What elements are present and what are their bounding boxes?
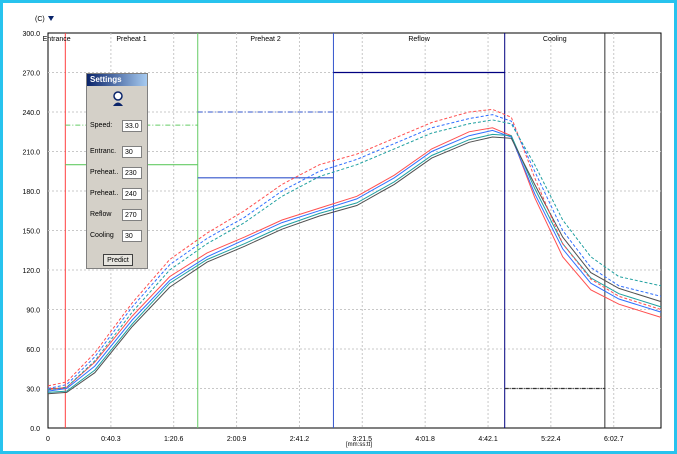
y-tick-label: 150.0 (22, 229, 40, 236)
x-tick-label: 1:20.6 (164, 436, 184, 443)
y-tick-label: 90.0 (26, 308, 40, 315)
zone-label: Reflow (408, 36, 430, 43)
temperature-series-1 (47, 127, 662, 391)
temperature-series-5 (47, 108, 662, 387)
x-tick-label: 0 (46, 436, 50, 443)
zone-label: Preheat 2 (250, 36, 280, 43)
x-tick-label: 4:42.1 (478, 436, 498, 443)
zone-label: Cooling (543, 36, 567, 43)
temperature-series-6 (47, 114, 662, 389)
y-tick-label: 240.0 (22, 110, 40, 117)
entrance-field[interactable]: 30 (122, 146, 142, 158)
temperature-series-3 (47, 133, 662, 393)
reflow-field[interactable]: 270 (122, 209, 142, 221)
y-tick-label: 30.0 (26, 387, 40, 394)
preheat1-label: Preheat.. (90, 169, 119, 176)
temperature-series-4 (47, 136, 662, 395)
x-tick-label: 0:40.3 (101, 436, 121, 443)
y-unit-label: (C) (35, 16, 45, 23)
marker-icon (48, 16, 54, 21)
x-tick-label: 4:01.8 (415, 436, 435, 443)
cooling-field[interactable]: 30 (122, 230, 142, 242)
y-tick-label: 300.0 (22, 31, 40, 38)
speed-field[interactable]: 33.0 (122, 120, 142, 132)
temperature-series-7 (47, 119, 662, 391)
x-tick-label: 5:22.4 (541, 436, 561, 443)
temperature-profile-chart: 0.0 30.0 60.0 90.0 120.0 150.0 180.0 210.0 240.0… (22, 16, 662, 448)
y-tick-label: 120.0 (22, 268, 40, 275)
preheat1-row: Preheat.. 230 (89, 167, 147, 181)
reflow-label: Reflow (90, 211, 112, 218)
zone-label: Entrance (43, 36, 71, 43)
reflow-row: Reflow 270 (89, 209, 147, 223)
y-tick-label: 0.0 (30, 426, 40, 433)
predict-button[interactable]: Predict (103, 254, 133, 266)
entrance-label: Entranc. (90, 148, 117, 155)
settings-title: Settings (87, 74, 147, 86)
x-tick-label: 3:21.5 (353, 436, 373, 443)
entrance-row: Entranc. 30 (89, 146, 147, 160)
preheat2-label: Preheat.. (90, 190, 119, 197)
settings-panel[interactable]: Settings Speed: 33.0 Entranc. 30 Preheat… (86, 73, 148, 269)
zone-label: Preheat 1 (116, 36, 146, 43)
y-tick-label: 180.0 (22, 189, 40, 196)
x-tick-label: 2:41.2 (290, 436, 310, 443)
x-tick-label: 2:00.9 (227, 436, 247, 443)
speed-label: Speed: (90, 122, 113, 129)
person-icon (113, 91, 123, 106)
x-unit-label: [mm:ss:tt] (346, 442, 372, 448)
cooling-label: Cooling (90, 232, 114, 239)
y-tick-label: 270.0 (22, 71, 40, 78)
preheat1-field[interactable]: 230 (122, 167, 142, 179)
y-tick-label: 60.0 (26, 347, 40, 354)
cooling-row: Cooling 30 (89, 230, 147, 244)
speed-row: Speed: 33.0 (89, 120, 147, 134)
y-tick-label: 210.0 (22, 150, 40, 157)
preheat2-field[interactable]: 240 (122, 188, 142, 200)
x-tick-label: 6:02.7 (604, 436, 624, 443)
preheat2-row: Preheat.. 240 (89, 188, 147, 202)
temperature-series-2 (47, 129, 662, 392)
